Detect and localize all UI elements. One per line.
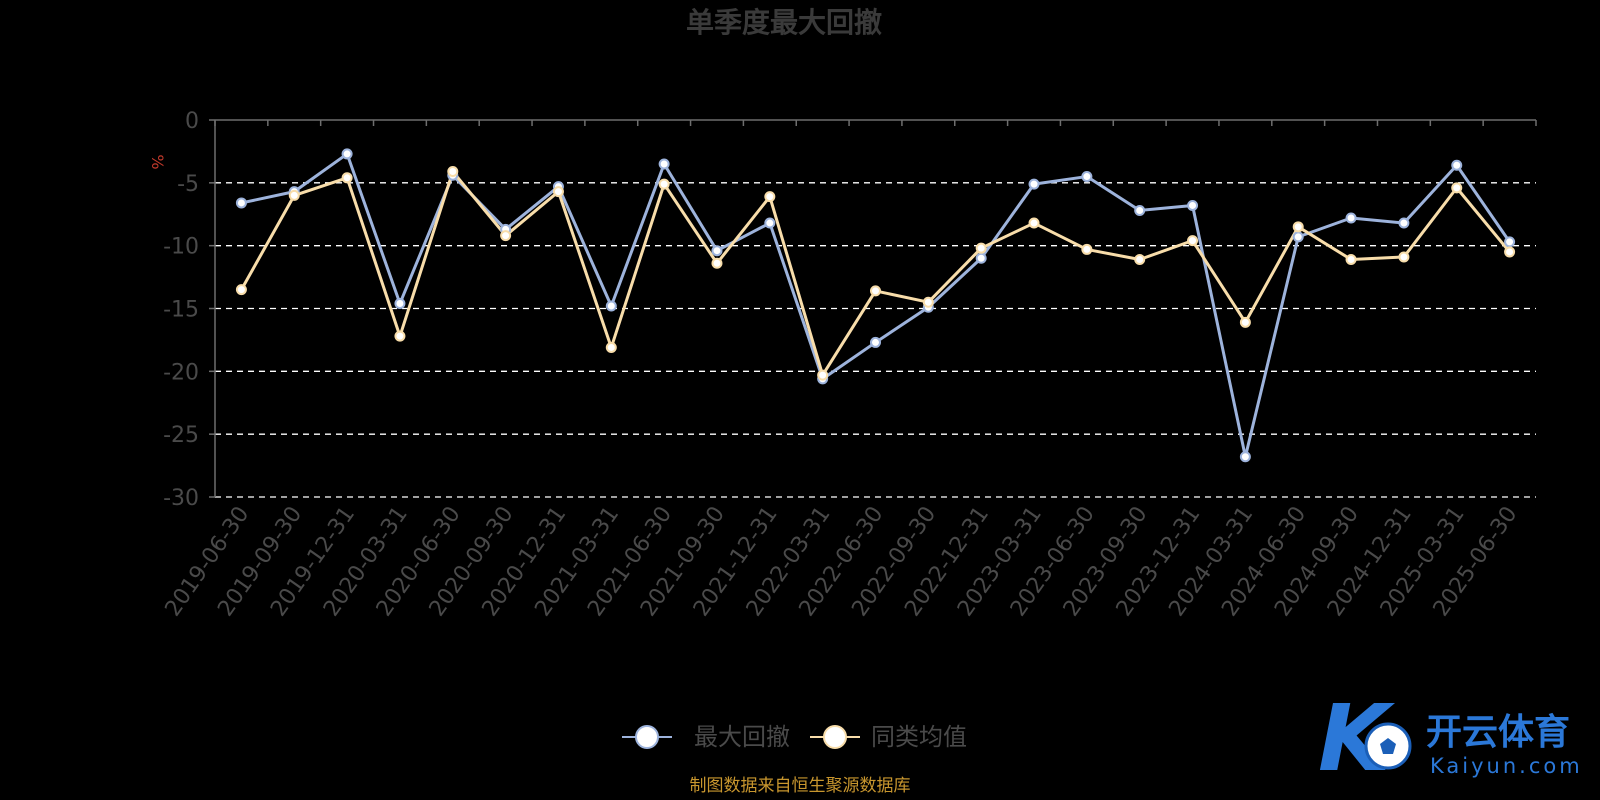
- data-point-1[interactable]: [394, 330, 406, 342]
- data-point-0[interactable]: [1398, 217, 1410, 229]
- data-point-1[interactable]: [1081, 243, 1093, 255]
- data-point-0[interactable]: [1028, 178, 1040, 190]
- y-tick-label: -15: [163, 298, 199, 323]
- data-point-0[interactable]: [1504, 236, 1516, 248]
- data-point-1[interactable]: [1398, 251, 1410, 263]
- data-point-0[interactable]: [235, 197, 247, 209]
- data-point-1[interactable]: [500, 230, 512, 242]
- data-point-1[interactable]: [447, 166, 459, 178]
- legend-item-peer-average[interactable]: 同类均值: [810, 723, 967, 751]
- data-source-footer: 制图数据来自恒生聚源数据库: [690, 776, 911, 796]
- data-point-0[interactable]: [605, 300, 617, 312]
- watermark-logo: K 开云体育 Kaiyun.com: [1318, 685, 1583, 792]
- data-point-1[interactable]: [1451, 182, 1463, 194]
- watermark-cn: 开云体育: [1426, 712, 1570, 753]
- grid-lines: [215, 182, 1536, 498]
- data-point-1[interactable]: [605, 341, 617, 353]
- data-point-1[interactable]: [1187, 235, 1199, 247]
- y-tick-label: -10: [163, 235, 199, 260]
- x-axis: 2019-06-302019-09-302019-12-312020-03-31…: [161, 119, 1537, 621]
- data-point-1[interactable]: [975, 242, 987, 254]
- chart-title: 单季度最大回撤: [686, 6, 882, 39]
- legend-item-drawdown[interactable]: 最大回撤: [622, 723, 790, 751]
- y-tick-label: -5: [177, 172, 199, 197]
- data-point-0[interactable]: [658, 158, 670, 170]
- data-point-1[interactable]: [658, 178, 670, 190]
- data-point-0[interactable]: [1187, 199, 1199, 211]
- data-point-0[interactable]: [1239, 451, 1251, 463]
- data-point-1[interactable]: [711, 257, 723, 269]
- data-point-0[interactable]: [1081, 171, 1093, 183]
- data-point-0[interactable]: [341, 148, 353, 160]
- y-tick-label: -25: [163, 423, 199, 448]
- data-point-1[interactable]: [1028, 217, 1040, 229]
- legend-label-peer-average: 同类均值: [871, 723, 967, 751]
- data-point-1[interactable]: [235, 284, 247, 296]
- data-point-1[interactable]: [552, 186, 564, 198]
- data-point-1[interactable]: [870, 285, 881, 297]
- data-point-0[interactable]: [1345, 212, 1357, 224]
- data-point-0[interactable]: [975, 252, 987, 264]
- data-point-1[interactable]: [1345, 253, 1357, 265]
- data-point-1[interactable]: [341, 172, 353, 184]
- y-tick-label: -20: [163, 360, 199, 385]
- series-line-0: [241, 152, 1511, 459]
- data-point-1[interactable]: [1239, 316, 1251, 328]
- data-point-1[interactable]: [1292, 221, 1304, 233]
- data-point-0[interactable]: [1292, 231, 1304, 243]
- data-point-1[interactable]: [764, 191, 776, 203]
- data-point-0[interactable]: [870, 336, 881, 348]
- data-point-1[interactable]: [1504, 246, 1516, 258]
- y-tick-label: -30: [163, 486, 199, 511]
- data-point-0[interactable]: [394, 297, 406, 309]
- y-axis: 0 -5 -10 -15 -20 -25 -30: [163, 109, 216, 511]
- data-point-1[interactable]: [288, 189, 300, 201]
- data-point-1[interactable]: [922, 296, 934, 308]
- series-lines: [235, 148, 1516, 463]
- data-point-0[interactable]: [1451, 159, 1463, 171]
- data-point-1[interactable]: [1134, 253, 1146, 265]
- legend-label-drawdown: 最大回撤: [694, 723, 790, 751]
- data-point-0[interactable]: [1134, 204, 1146, 216]
- data-point-0[interactable]: [711, 245, 723, 257]
- y-tick-label: 0: [185, 109, 199, 134]
- legend: 最大回撤 同类均值: [622, 723, 967, 751]
- data-point-1[interactable]: [817, 369, 829, 381]
- data-point-0[interactable]: [764, 217, 776, 229]
- y-axis-unit: %: [148, 154, 167, 169]
- watermark-en: Kaiyun.com: [1430, 754, 1583, 778]
